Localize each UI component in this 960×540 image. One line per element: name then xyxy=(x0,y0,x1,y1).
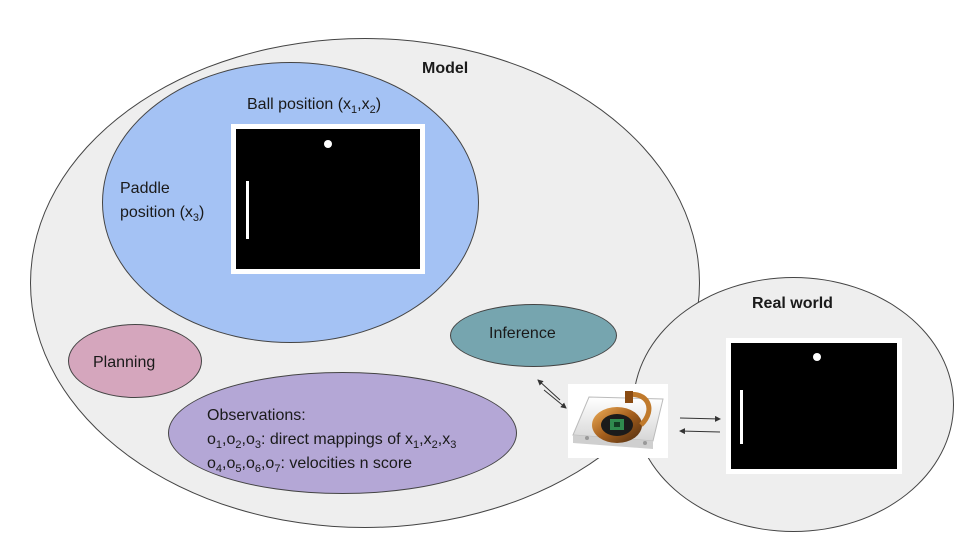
inference-ellipse xyxy=(450,304,617,367)
model-pong-screen xyxy=(231,124,425,274)
ball-position-label: Ball position (x1,x2) xyxy=(247,96,382,116)
planning-ellipse xyxy=(68,324,202,398)
planning-label: Planning xyxy=(93,354,156,371)
real-world-paddle xyxy=(740,390,743,444)
chip-to-world-arrows-icon xyxy=(676,410,724,440)
real-world-pong-screen xyxy=(726,338,902,474)
bidirectional-arrows-icon xyxy=(530,375,570,411)
real-world-ball xyxy=(813,353,821,361)
model-paddle xyxy=(246,181,249,239)
inference-label: Inference xyxy=(489,325,556,342)
paddle-label-line2: position (x3) xyxy=(120,204,205,224)
observations-title: Observations: xyxy=(207,407,306,424)
real-world-title: Real world xyxy=(752,295,833,312)
sensor-chip-icon xyxy=(567,383,669,459)
paddle-label-line1: Paddle xyxy=(120,180,170,197)
model-title: Model xyxy=(422,60,469,77)
observations-line2: o4,o5,o6,o7: velocities n score xyxy=(207,455,413,475)
observations-ellipse xyxy=(168,372,517,494)
observations-line1: o1,o2,o3: direct mappings of x1,x2,x3 xyxy=(207,431,457,451)
model-ball xyxy=(324,140,332,148)
